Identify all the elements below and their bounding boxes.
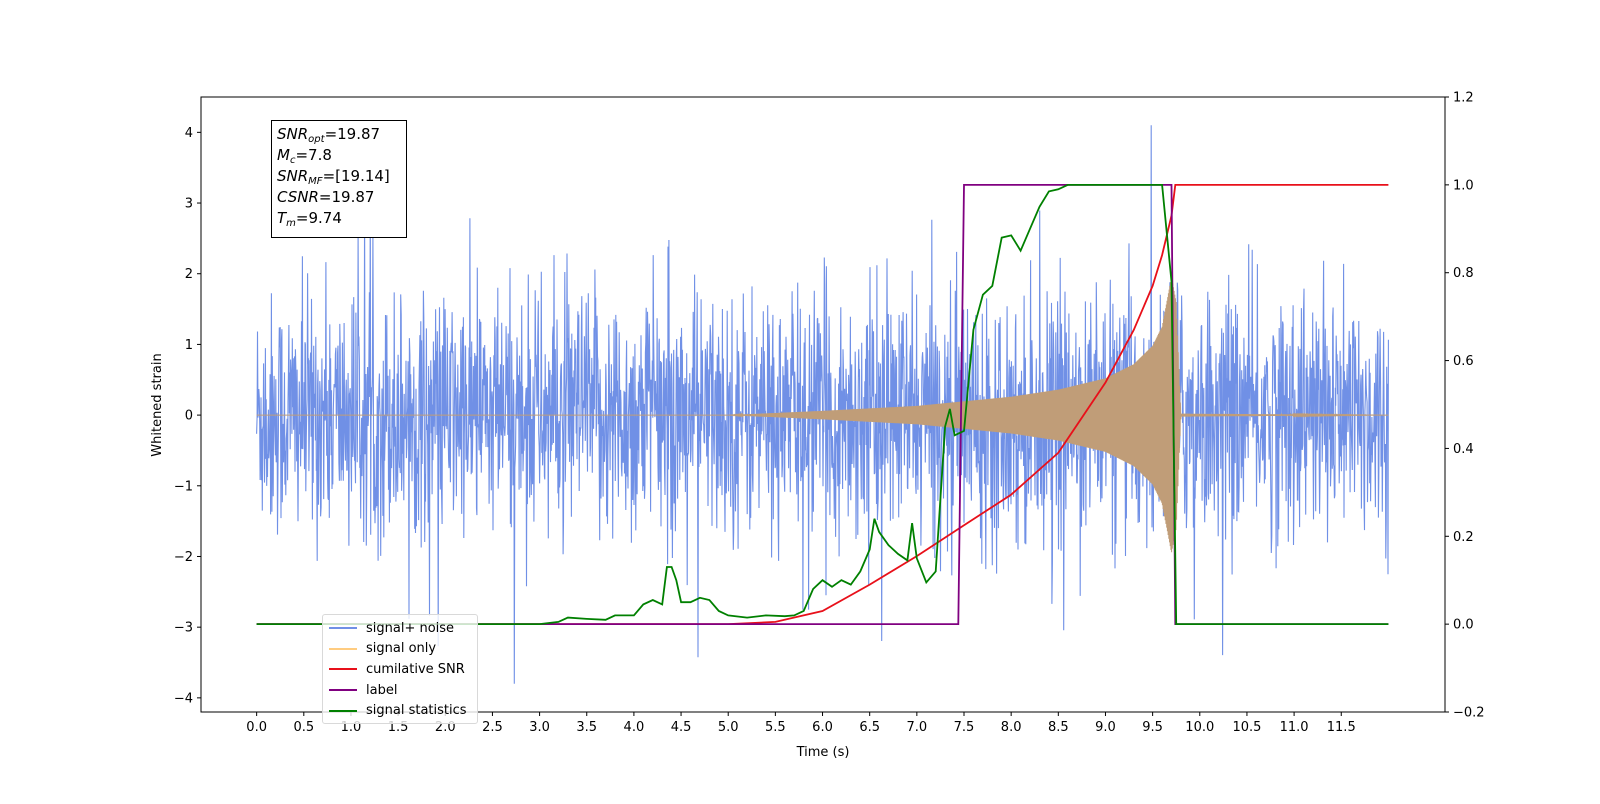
y-axis-label: Whitened strain	[150, 353, 165, 456]
x-tick-label: 9.0	[1095, 720, 1116, 735]
mc-line: Mc=7.8	[277, 146, 332, 166]
x-tick-label: 6.0	[812, 720, 833, 735]
snr-mf-line: SNRMF=[19.14]	[277, 167, 390, 187]
legend-swatch-signal-only	[329, 647, 357, 650]
legend-label: signal+ noise	[366, 620, 455, 636]
snr-opt-line: SNRopt=19.87	[277, 125, 381, 145]
y-left-tick-label: 1	[185, 338, 193, 353]
x-tick-label: 0.0	[246, 720, 267, 735]
series-line-signal-noise	[256, 125, 1389, 684]
series-line-signal-statistics	[256, 183, 1389, 625]
y-right-tick-label: 0.2	[1453, 530, 1474, 545]
x-tick-label: 4.5	[671, 720, 692, 735]
legend-swatch-signal-noise	[329, 627, 357, 630]
x-axis-label: Time (s)	[796, 745, 850, 760]
x-tick-label: 8.5	[1048, 720, 1069, 735]
tm-line: Tm=9.74	[277, 209, 342, 229]
x-tick-label: 3.5	[576, 720, 597, 735]
legend: signal+ noise signal only cumilative SNR…	[322, 614, 478, 724]
x-tick-label: 8.0	[1001, 720, 1022, 735]
y-right-tick-label: 0.8	[1453, 266, 1474, 281]
x-tick-label: 2.5	[482, 720, 503, 735]
csnr-line: CSNR=19.87	[277, 188, 375, 206]
y-left-tick-label: −3	[174, 621, 193, 636]
x-tick-label: 3.0	[529, 720, 550, 735]
legend-swatch-cumulative-snr	[329, 668, 357, 671]
legend-item: signal only	[329, 639, 477, 660]
x-tick-label: 11.5	[1327, 720, 1356, 735]
y-left-tick-label: 2	[185, 267, 193, 282]
legend-swatch-label	[329, 689, 357, 692]
x-tick-label: 11.0	[1280, 720, 1309, 735]
legend-label: label	[366, 682, 398, 698]
y-right-tick-label: −0.2	[1453, 706, 1485, 721]
y-left-tick-label: −1	[174, 479, 193, 494]
y-left-tick-label: 0	[185, 409, 193, 424]
legend-label: cumilative SNR	[366, 661, 465, 677]
x-tick-label: 5.5	[765, 720, 786, 735]
y-left-tick-label: 3	[185, 197, 193, 212]
legend-item: signal+ noise	[329, 618, 477, 639]
legend-label: signal only	[366, 641, 437, 657]
x-tick-label: 0.5	[293, 720, 314, 735]
legend-label: signal statistics	[366, 703, 467, 719]
x-tick-label: 6.5	[859, 720, 880, 735]
x-tick-label: 5.0	[718, 720, 739, 735]
y-right-tick-label: 0.4	[1453, 442, 1474, 457]
series-layer	[256, 125, 1389, 684]
y-right-tick-label: 1.0	[1453, 178, 1474, 193]
y-right-tick-label: 0.6	[1453, 354, 1474, 369]
legend-swatch-signal-statistics	[329, 709, 357, 712]
y-left-tick-label: −4	[174, 691, 193, 706]
x-tick-label: 9.5	[1142, 720, 1163, 735]
annotation-box: SNRopt=19.87 Mc=7.8 SNRMF=[19.14] CSNR=1…	[271, 120, 407, 238]
y-left-tick-label: 4	[185, 126, 193, 141]
x-tick-label: 4.0	[624, 720, 645, 735]
x-tick-label: 7.0	[906, 720, 927, 735]
y-right-tick-label: 0.0	[1453, 618, 1474, 633]
y-left-tick-label: −2	[174, 550, 193, 565]
x-tick-label: 10.0	[1185, 720, 1214, 735]
legend-item: label	[329, 680, 477, 701]
x-tick-label: 10.5	[1232, 720, 1261, 735]
legend-item: signal statistics	[329, 700, 477, 721]
x-tick-label: 7.5	[954, 720, 975, 735]
y-right-tick-label: 1.2	[1453, 91, 1474, 106]
legend-item: cumilative SNR	[329, 659, 477, 680]
series-line-signal-only	[256, 278, 1389, 553]
